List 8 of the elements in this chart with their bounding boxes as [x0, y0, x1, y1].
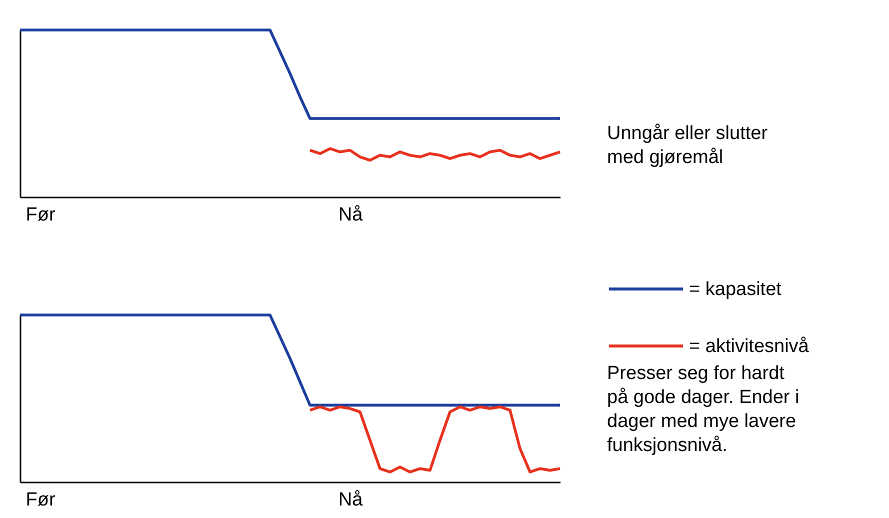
- text: Unngår eller slutter med gjøremål: [607, 123, 768, 168]
- legend-label: = kapasitet: [689, 279, 782, 300]
- x-tick-label: Nå: [338, 204, 364, 226]
- legend-label: = aktivitesnivå: [689, 336, 810, 357]
- x-tick-label: Før: [26, 490, 56, 510]
- x-tick-label: Nå: [338, 490, 364, 510]
- x-tick-label: Før: [26, 204, 56, 226]
- text: Presser seg for hardt på gode dager. Ender i dager med mye lavere funksjonsnivå.: [607, 363, 800, 456]
